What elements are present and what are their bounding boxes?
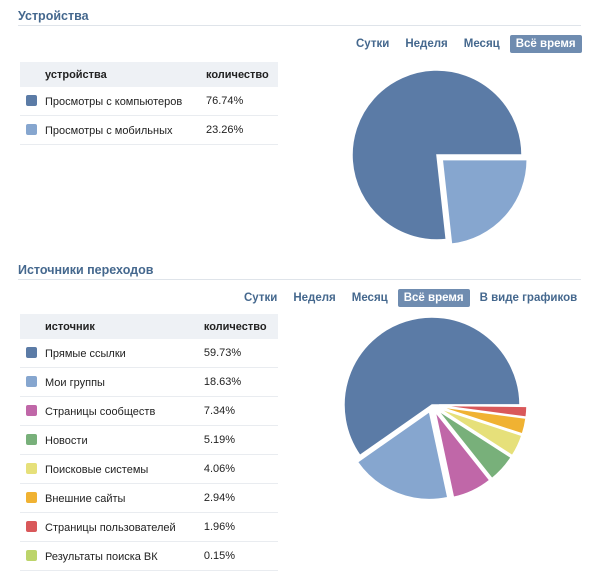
row-label: Прямые ссылки bbox=[45, 347, 126, 360]
period-tabs-sources: Сутки Неделя Месяц Всё время В виде граф… bbox=[238, 289, 583, 307]
table-row: Новости 5.19% bbox=[20, 425, 278, 455]
column-header: количество bbox=[206, 62, 278, 87]
row-value: 76.74% bbox=[206, 87, 278, 116]
legend-swatch bbox=[26, 404, 37, 416]
row-value: 1.96% bbox=[203, 512, 278, 542]
legend-swatch bbox=[26, 123, 37, 135]
table-row: Мои группы 18.63% bbox=[20, 367, 278, 397]
legend-swatch bbox=[26, 520, 37, 532]
pie-slice bbox=[343, 316, 521, 457]
pie-slice bbox=[438, 404, 528, 407]
row-value: 4.06% bbox=[203, 454, 278, 484]
row-label-cell: Прямые ссылки bbox=[20, 339, 204, 368]
legend-swatch bbox=[26, 346, 37, 358]
table-row: Просмотры с компьютеров 76.74% bbox=[20, 87, 278, 116]
sources-table: источник количество Прямые ссылки 59.73% Мо… bbox=[20, 314, 278, 571]
pie-slice bbox=[351, 69, 523, 241]
pie-slice bbox=[434, 410, 491, 499]
row-value: 2.94% bbox=[203, 483, 278, 513]
devices-table: устройства количество Просмотры с компьют… bbox=[20, 62, 278, 145]
row-label: Просмотры с мобильных bbox=[45, 124, 173, 137]
section-title-devices: Устройства bbox=[18, 9, 89, 23]
tab-month[interactable]: Месяц bbox=[351, 292, 388, 304]
table-row: Поисковые системы 4.06% bbox=[20, 454, 278, 484]
tab-all-time[interactable]: Всё время bbox=[509, 35, 582, 53]
row-label-cell: Результаты поиска ВК bbox=[20, 541, 204, 571]
column-header: устройства bbox=[20, 62, 206, 87]
pie-slice bbox=[356, 410, 449, 501]
table-row: Результаты поиска ВК 0.15% bbox=[20, 541, 278, 571]
tab-week[interactable]: Неделя bbox=[293, 292, 336, 304]
divider bbox=[18, 279, 581, 280]
row-label-cell: Мои группы bbox=[20, 367, 204, 397]
row-label: Страницы сообществ bbox=[45, 405, 156, 418]
row-label-cell: Внешние сайты bbox=[20, 483, 204, 513]
pie-slice bbox=[438, 405, 527, 435]
table-row: Внешние сайты 2.94% bbox=[20, 483, 278, 513]
row-value: 59.73% bbox=[203, 339, 278, 368]
legend-swatch bbox=[26, 375, 37, 387]
pie-slice bbox=[436, 409, 513, 480]
legend-swatch bbox=[26, 433, 37, 445]
row-label: Страницы пользователей bbox=[45, 521, 176, 534]
table-row: Страницы пользователей 1.96% bbox=[20, 512, 278, 542]
row-label: Результаты поиска ВК bbox=[45, 550, 158, 563]
row-label: Мои группы bbox=[45, 376, 105, 389]
row-label-cell: Поисковые системы bbox=[20, 454, 204, 484]
row-label: Поисковые системы bbox=[45, 463, 149, 476]
table-row: Страницы сообществ 7.34% bbox=[20, 396, 278, 426]
table-row: Прямые ссылки 59.73% bbox=[20, 339, 278, 368]
legend-swatch bbox=[26, 491, 37, 503]
tab-day[interactable]: Сутки bbox=[356, 38, 390, 50]
tab-as-graphs[interactable]: В виде графиков bbox=[479, 292, 578, 304]
period-tabs-devices: Сутки Неделя Месяц Всё время bbox=[350, 35, 582, 53]
row-label: Внешние сайты bbox=[45, 492, 126, 505]
legend-swatch bbox=[26, 549, 37, 561]
tab-week[interactable]: Неделя bbox=[405, 38, 448, 50]
column-header: источник bbox=[20, 314, 204, 339]
legend-swatch bbox=[26, 462, 37, 474]
row-value: 0.15% bbox=[203, 541, 278, 571]
row-value: 18.63% bbox=[203, 367, 278, 397]
row-value: 23.26% bbox=[206, 115, 278, 145]
tab-all-time[interactable]: Всё время bbox=[397, 289, 470, 307]
tab-day[interactable]: Сутки bbox=[244, 292, 278, 304]
pie-slice bbox=[437, 407, 523, 457]
row-label-cell: Новости bbox=[20, 425, 204, 455]
row-label-cell: Страницы пользователей bbox=[20, 512, 204, 542]
row-value: 5.19% bbox=[203, 425, 278, 455]
row-label: Новости bbox=[45, 434, 88, 447]
divider bbox=[18, 25, 581, 26]
tab-month[interactable]: Месяц bbox=[463, 38, 500, 50]
section-title-sources: Источники переходов bbox=[18, 263, 154, 277]
row-label: Просмотры с компьютеров bbox=[45, 95, 183, 108]
row-label-cell: Просмотры с мобильных bbox=[20, 115, 206, 145]
row-label-cell: Просмотры с компьютеров bbox=[20, 87, 206, 116]
row-label-cell: Страницы сообществ bbox=[20, 396, 204, 426]
table-row: Просмотры с мобильных 23.26% bbox=[20, 115, 278, 145]
pie-slice bbox=[441, 158, 528, 245]
row-value: 7.34% bbox=[203, 396, 278, 426]
column-header: количество bbox=[203, 314, 278, 339]
legend-swatch bbox=[26, 94, 37, 106]
